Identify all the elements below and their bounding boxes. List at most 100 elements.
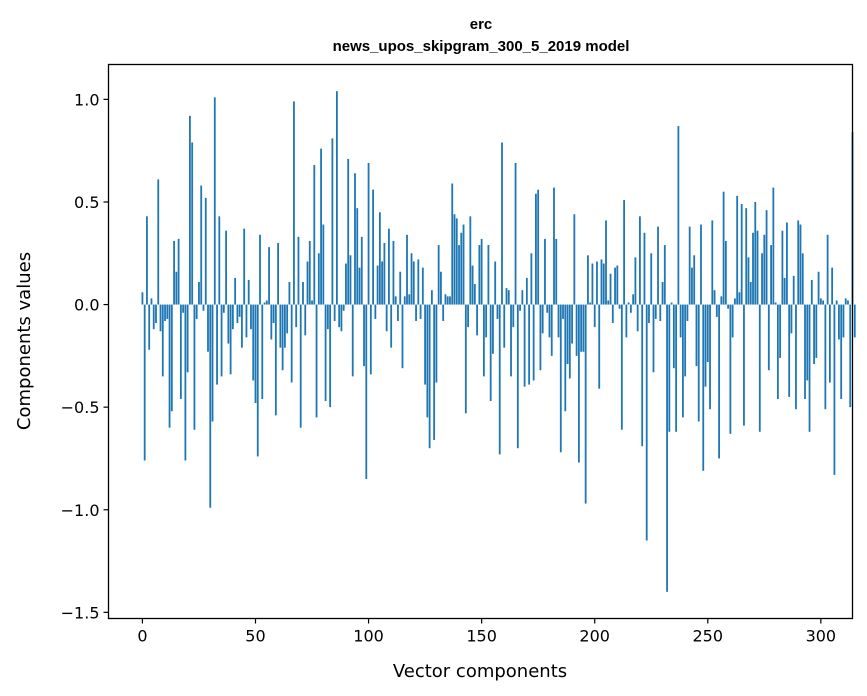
bar-78 <box>317 253 320 305</box>
bar-163 <box>510 304 512 377</box>
bar-139 <box>455 218 458 305</box>
bar-227 <box>654 304 657 319</box>
bar-196 <box>584 304 587 504</box>
x-tick-label: 0 <box>137 627 147 646</box>
bar-81 <box>324 304 327 402</box>
bar-221 <box>641 304 644 447</box>
bar-201 <box>596 261 598 305</box>
bar-267 <box>745 208 748 305</box>
x-tick-label: 150 <box>466 627 497 646</box>
bar-92 <box>349 255 352 305</box>
bar-282 <box>779 304 782 358</box>
bar-260 <box>729 304 732 434</box>
bar-176 <box>539 304 542 371</box>
bar-103 <box>374 304 377 319</box>
bar-206 <box>607 300 610 305</box>
bar-281 <box>776 304 779 399</box>
bar-258 <box>724 240 727 305</box>
bar-125 <box>424 304 426 385</box>
bar-57 <box>270 304 273 340</box>
bar-131 <box>437 245 440 305</box>
bar-298 <box>815 304 818 358</box>
bar-222 <box>643 232 646 305</box>
bar-43 <box>238 304 241 317</box>
bar-243 <box>691 267 693 305</box>
bar-213 <box>623 199 625 305</box>
bar-242 <box>688 226 691 305</box>
bar-262 <box>734 298 736 305</box>
bar-98 <box>363 304 365 367</box>
bar-91 <box>347 158 350 305</box>
bar-30 <box>209 304 212 508</box>
chart-title: erc <box>470 16 493 33</box>
bar-15 <box>175 271 178 305</box>
y-tick-label: −0.5 <box>61 398 100 417</box>
bar-164 <box>512 304 515 328</box>
bar-289 <box>795 304 797 410</box>
bar-54 <box>263 302 266 305</box>
bar-237 <box>677 126 680 305</box>
bar-128 <box>430 290 433 305</box>
bar-268 <box>747 257 750 305</box>
bar-302 <box>824 304 827 410</box>
bar-154 <box>489 304 492 402</box>
bar-255 <box>718 304 720 459</box>
bar-122 <box>417 259 420 305</box>
bar-251 <box>709 304 711 410</box>
bar-21 <box>189 115 191 305</box>
bar-118 <box>408 294 411 305</box>
bar-303 <box>826 234 829 305</box>
chart-subtitle: news_upos_skipgram_300_5_2019 model <box>333 38 630 55</box>
bar-51 <box>256 304 259 457</box>
bar-0 <box>141 292 144 305</box>
bar-62 <box>281 304 284 371</box>
bar-286 <box>788 304 791 397</box>
bar-140 <box>458 245 460 305</box>
bar-246 <box>697 304 700 422</box>
bar-68 <box>295 304 298 328</box>
bar-229 <box>659 304 662 321</box>
bar-45 <box>243 228 246 305</box>
bar-190 <box>571 304 573 344</box>
bar-178 <box>544 238 546 305</box>
bar-99 <box>365 304 368 479</box>
bar-239 <box>681 304 684 418</box>
bar-253 <box>713 290 716 305</box>
bar-219 <box>636 304 639 332</box>
bar-50 <box>254 304 257 404</box>
bar-204 <box>602 263 605 305</box>
bar-10 <box>164 304 166 321</box>
bar-55 <box>265 300 268 305</box>
bar-180 <box>548 304 551 338</box>
bar-28 <box>204 197 207 305</box>
bar-75 <box>311 300 313 305</box>
bar-109 <box>388 228 390 305</box>
bar-296 <box>810 279 813 305</box>
bar-88 <box>340 304 343 332</box>
bar-175 <box>537 189 540 305</box>
bar-60 <box>277 243 280 305</box>
bar-278 <box>770 245 772 305</box>
bar-280 <box>774 302 777 305</box>
bar-238 <box>679 304 682 338</box>
bar-48 <box>250 304 252 330</box>
bar-300 <box>819 298 822 305</box>
bar-85 <box>333 304 336 321</box>
bar-312 <box>847 300 849 305</box>
bar-105 <box>378 212 381 305</box>
bar-36 <box>222 304 225 313</box>
bar-42 <box>236 304 239 324</box>
bar-218 <box>634 257 637 305</box>
bar-153 <box>487 245 490 305</box>
y-tick-label: 0.0 <box>74 296 99 315</box>
bar-39 <box>229 304 232 375</box>
x-tick-label: 50 <box>245 627 265 646</box>
bar-244 <box>693 255 696 305</box>
bar-144 <box>467 304 469 328</box>
bar-142 <box>462 224 465 305</box>
bar-129 <box>433 304 436 440</box>
bar-311 <box>844 298 847 305</box>
bar-79 <box>320 148 322 305</box>
bar-179 <box>546 304 549 313</box>
bar-271 <box>754 201 757 305</box>
